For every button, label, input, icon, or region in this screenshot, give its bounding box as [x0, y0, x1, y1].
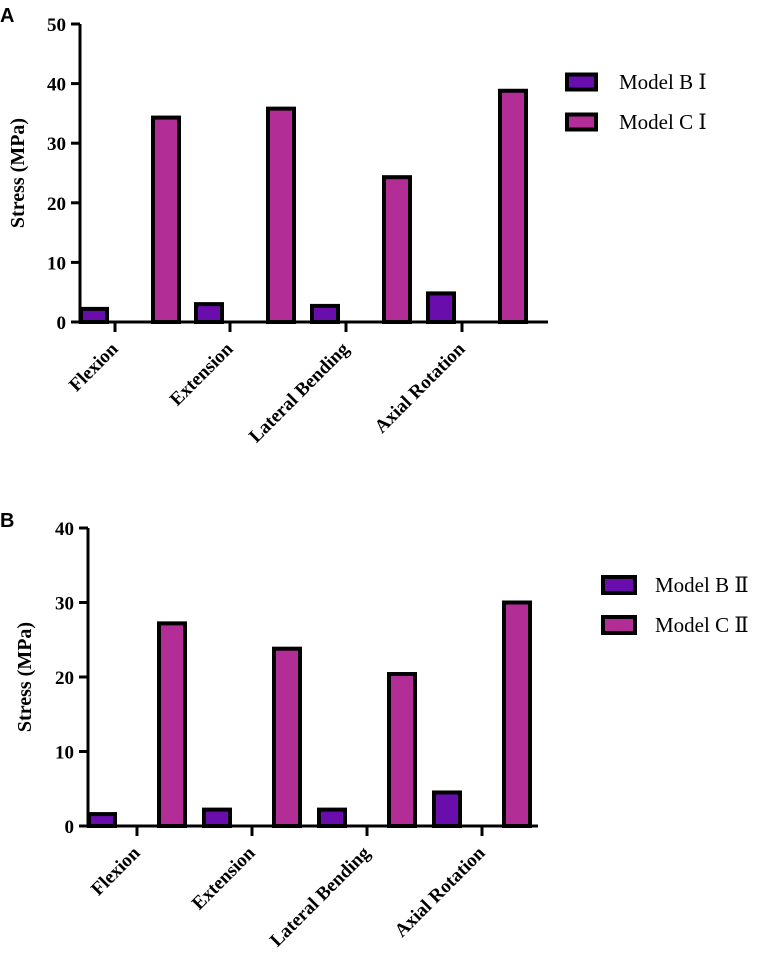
- panel-b-category-label-extension: Extension: [188, 842, 260, 914]
- panel-b-bar-extension-model-b: [202, 807, 232, 828]
- panel-b-label: B: [0, 510, 14, 532]
- panel-a-legend-label-2: Model C Ⅰ: [619, 110, 707, 134]
- panel-a-y-tick-label: 30: [47, 134, 66, 155]
- panel-a-y-tick-label: 10: [47, 253, 66, 274]
- panel-b-legend-label-1: Model B Ⅱ: [655, 573, 749, 597]
- panel-a-y-tick-label: 40: [47, 75, 66, 96]
- panel-a-bar-extension-model-c: [266, 106, 296, 324]
- panel-a-legend-swatch-1: [565, 72, 598, 92]
- panel-b-legend-swatch-2: [601, 615, 637, 635]
- panel-b-bar-lateral-bending-model-b: [317, 807, 347, 828]
- panel-b-category-label-axial-rotation: Axial Rotation: [391, 842, 490, 941]
- panel-a-bar-axial-rotation-model-c: [498, 88, 528, 324]
- panel-a-category-label-lateral-bending: Lateral Bending: [245, 338, 354, 447]
- panel-a-y-tick-label: 0: [57, 313, 67, 334]
- panel-a-category-label-flexion: Flexion: [65, 338, 123, 396]
- panel-a-y-tick-label: 20: [47, 194, 66, 215]
- panel-b-bar-flexion-model-b: [87, 812, 117, 829]
- panel-a-legend-swatch-2: [565, 112, 598, 132]
- panel-b-bar-lateral-bending-model-c: [387, 672, 417, 829]
- panel-b-category-label-lateral-bending: Lateral Bending: [266, 842, 375, 951]
- panel-a-bar-axial-rotation-model-b: [426, 291, 456, 324]
- panel-b-bar-extension-model-c: [272, 646, 302, 828]
- panel-b-category-label-flexion: Flexion: [87, 842, 145, 900]
- panel-b-legend-label-2: Model C Ⅱ: [655, 613, 749, 637]
- panel-a-bar-lateral-bending-model-b: [310, 303, 340, 324]
- panel-b-y-axis-title: Stress (MPa): [14, 622, 36, 732]
- panel-a-bar-flexion-model-b: [79, 306, 109, 325]
- panel-b-chart: B 0 10 20 30 40 Stress (MPa) Flexion Extension La…: [0, 510, 749, 951]
- panel-a-chart: A 0 10 20 30 40 50 Stress (MPa) Flexion Extension…: [0, 5, 707, 447]
- panel-b-y-tick-label: 30: [55, 594, 74, 615]
- panel-b-y-tick-label: 20: [55, 668, 74, 689]
- panel-a-y-axis-title: Stress (MPa): [7, 118, 29, 228]
- panel-a-label: A: [0, 5, 14, 27]
- panel-b-y-tick-label: 0: [65, 817, 75, 838]
- panel-a-y-tick-label: 50: [47, 15, 66, 36]
- panel-b-legend-swatch-1: [601, 575, 637, 595]
- panel-b-bar-flexion-model-c: [157, 621, 187, 828]
- panel-b-bar-axial-rotation-model-c: [502, 600, 532, 828]
- panel-a-legend-label-1: Model B Ⅰ: [619, 70, 707, 94]
- panel-b-y-tick-label: 40: [55, 519, 74, 540]
- panel-a-category-label-axial-rotation: Axial Rotation: [371, 338, 470, 437]
- panel-a-bar-extension-model-b: [194, 302, 224, 324]
- panel-a-bar-lateral-bending-model-c: [382, 175, 412, 324]
- panel-a-bar-flexion-model-c: [151, 115, 181, 324]
- panel-b-bar-axial-rotation-model-b: [432, 790, 462, 828]
- panel-a-category-label-extension: Extension: [166, 338, 238, 410]
- panel-b-y-tick-label: 10: [55, 743, 74, 764]
